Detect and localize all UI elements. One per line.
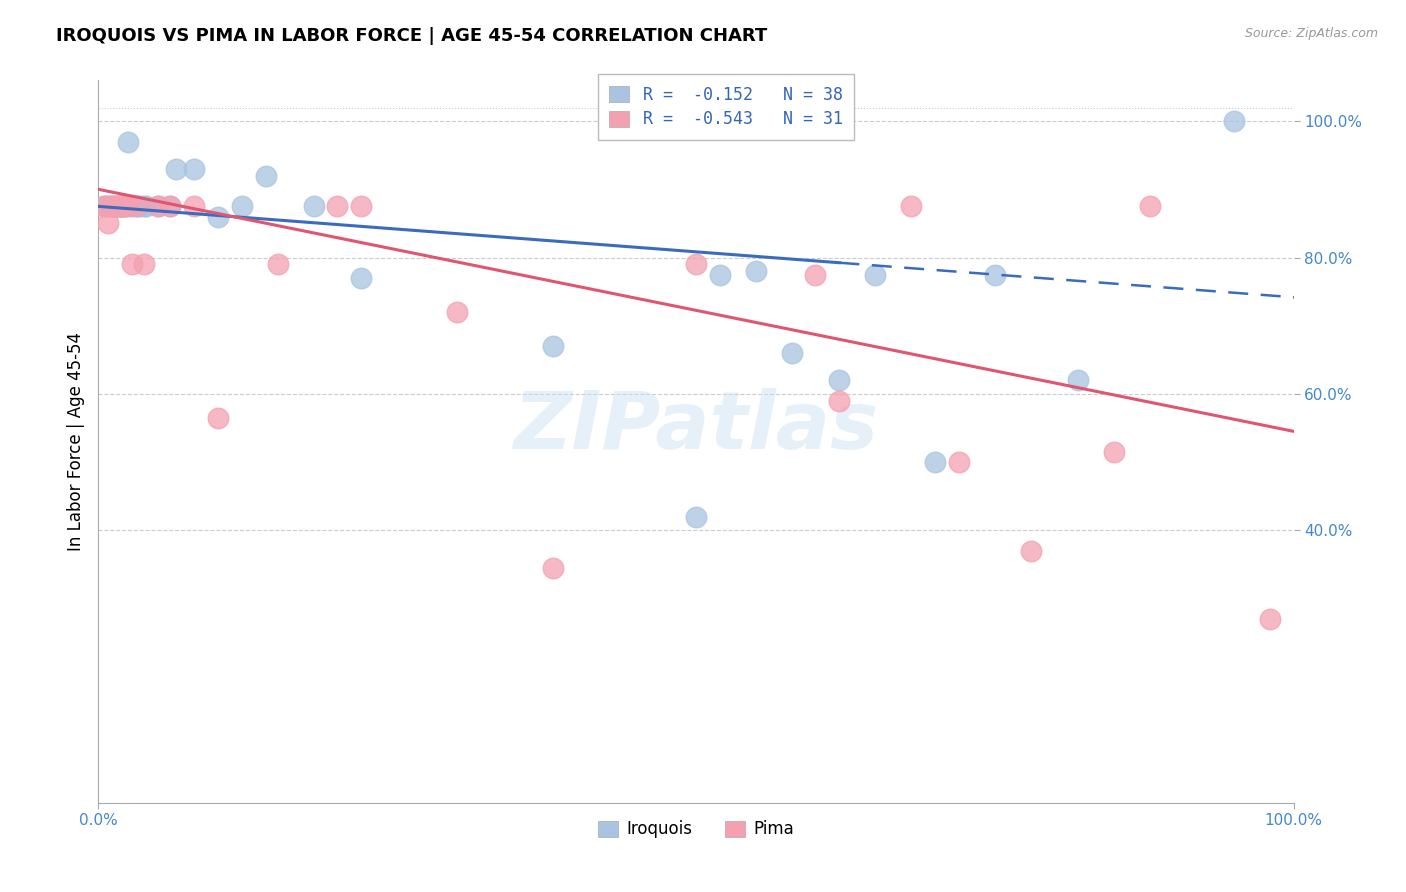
Point	[804, 268, 827, 282]
Point	[254, 169, 277, 183]
Point	[183, 161, 205, 176]
Point	[828, 373, 851, 387]
Legend: Iroquois, Pima: Iroquois, Pima	[591, 814, 801, 845]
Point	[541, 339, 564, 353]
Point	[446, 305, 468, 319]
Point	[1258, 612, 1281, 626]
Point	[1104, 444, 1126, 458]
Text: IROQUOIS VS PIMA IN LABOR FORCE | AGE 45-54 CORRELATION CHART: IROQUOIS VS PIMA IN LABOR FORCE | AGE 45…	[56, 27, 768, 45]
Point	[104, 199, 127, 213]
Point	[108, 199, 131, 213]
Point	[132, 199, 155, 213]
Point	[101, 199, 124, 213]
Point	[107, 199, 129, 213]
Point	[101, 199, 124, 213]
Point	[1019, 543, 1042, 558]
Point	[110, 199, 132, 213]
Point	[93, 199, 115, 213]
Point	[1223, 114, 1246, 128]
Point	[183, 199, 205, 213]
Point	[828, 393, 851, 408]
Point	[865, 268, 887, 282]
Point	[780, 346, 803, 360]
Point	[117, 135, 139, 149]
Point	[148, 199, 170, 213]
Point	[111, 199, 134, 213]
Point	[107, 199, 129, 213]
Point	[350, 271, 373, 285]
Point	[948, 455, 970, 469]
Y-axis label: In Labor Force | Age 45-54: In Labor Force | Age 45-54	[66, 332, 84, 551]
Point	[900, 199, 922, 213]
Point	[98, 199, 122, 213]
Text: Source: ZipAtlas.com: Source: ZipAtlas.com	[1244, 27, 1378, 40]
Point	[1067, 373, 1090, 387]
Point	[129, 199, 152, 213]
Point	[267, 257, 290, 271]
Point	[984, 268, 1007, 282]
Text: ZIPatlas: ZIPatlas	[513, 388, 879, 467]
Point	[326, 199, 349, 213]
Point	[745, 264, 768, 278]
Point	[159, 199, 181, 213]
Point	[207, 210, 229, 224]
Point	[1139, 199, 1161, 213]
Point	[709, 268, 731, 282]
Point	[148, 199, 170, 213]
Point	[135, 199, 157, 213]
Point	[107, 199, 129, 213]
Point	[231, 199, 253, 213]
Point	[121, 199, 143, 213]
Point	[96, 199, 118, 213]
Point	[302, 199, 325, 213]
Point	[165, 161, 187, 176]
Point	[159, 199, 181, 213]
Point	[104, 199, 127, 213]
Point	[541, 560, 564, 574]
Point	[97, 216, 120, 230]
Point	[114, 199, 136, 213]
Point	[98, 199, 121, 213]
Point	[114, 199, 136, 213]
Point	[350, 199, 373, 213]
Point	[685, 509, 707, 524]
Point	[132, 257, 155, 271]
Point	[125, 199, 148, 213]
Point	[93, 199, 115, 213]
Point	[207, 410, 229, 425]
Point	[125, 199, 148, 213]
Point	[117, 199, 139, 213]
Point	[685, 257, 707, 271]
Point	[112, 199, 135, 213]
Point	[108, 199, 131, 213]
Point	[924, 455, 946, 469]
Point	[121, 257, 143, 271]
Point	[111, 199, 134, 213]
